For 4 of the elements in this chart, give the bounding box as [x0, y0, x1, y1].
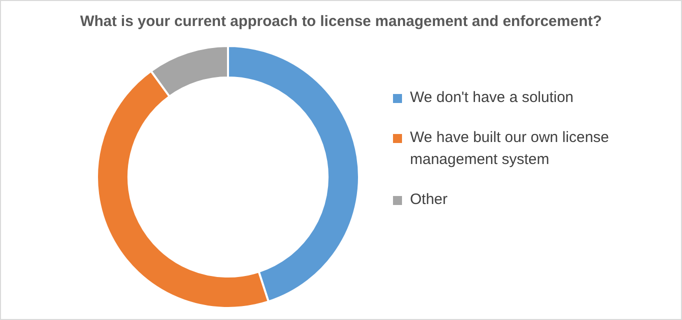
legend-label: We have built our own license management system — [410, 128, 610, 170]
chart-title: What is your current approach to license management and enforcement? — [79, 13, 603, 30]
legend-label: Other — [410, 190, 448, 210]
legend-label: We don't have a solution — [410, 88, 574, 108]
